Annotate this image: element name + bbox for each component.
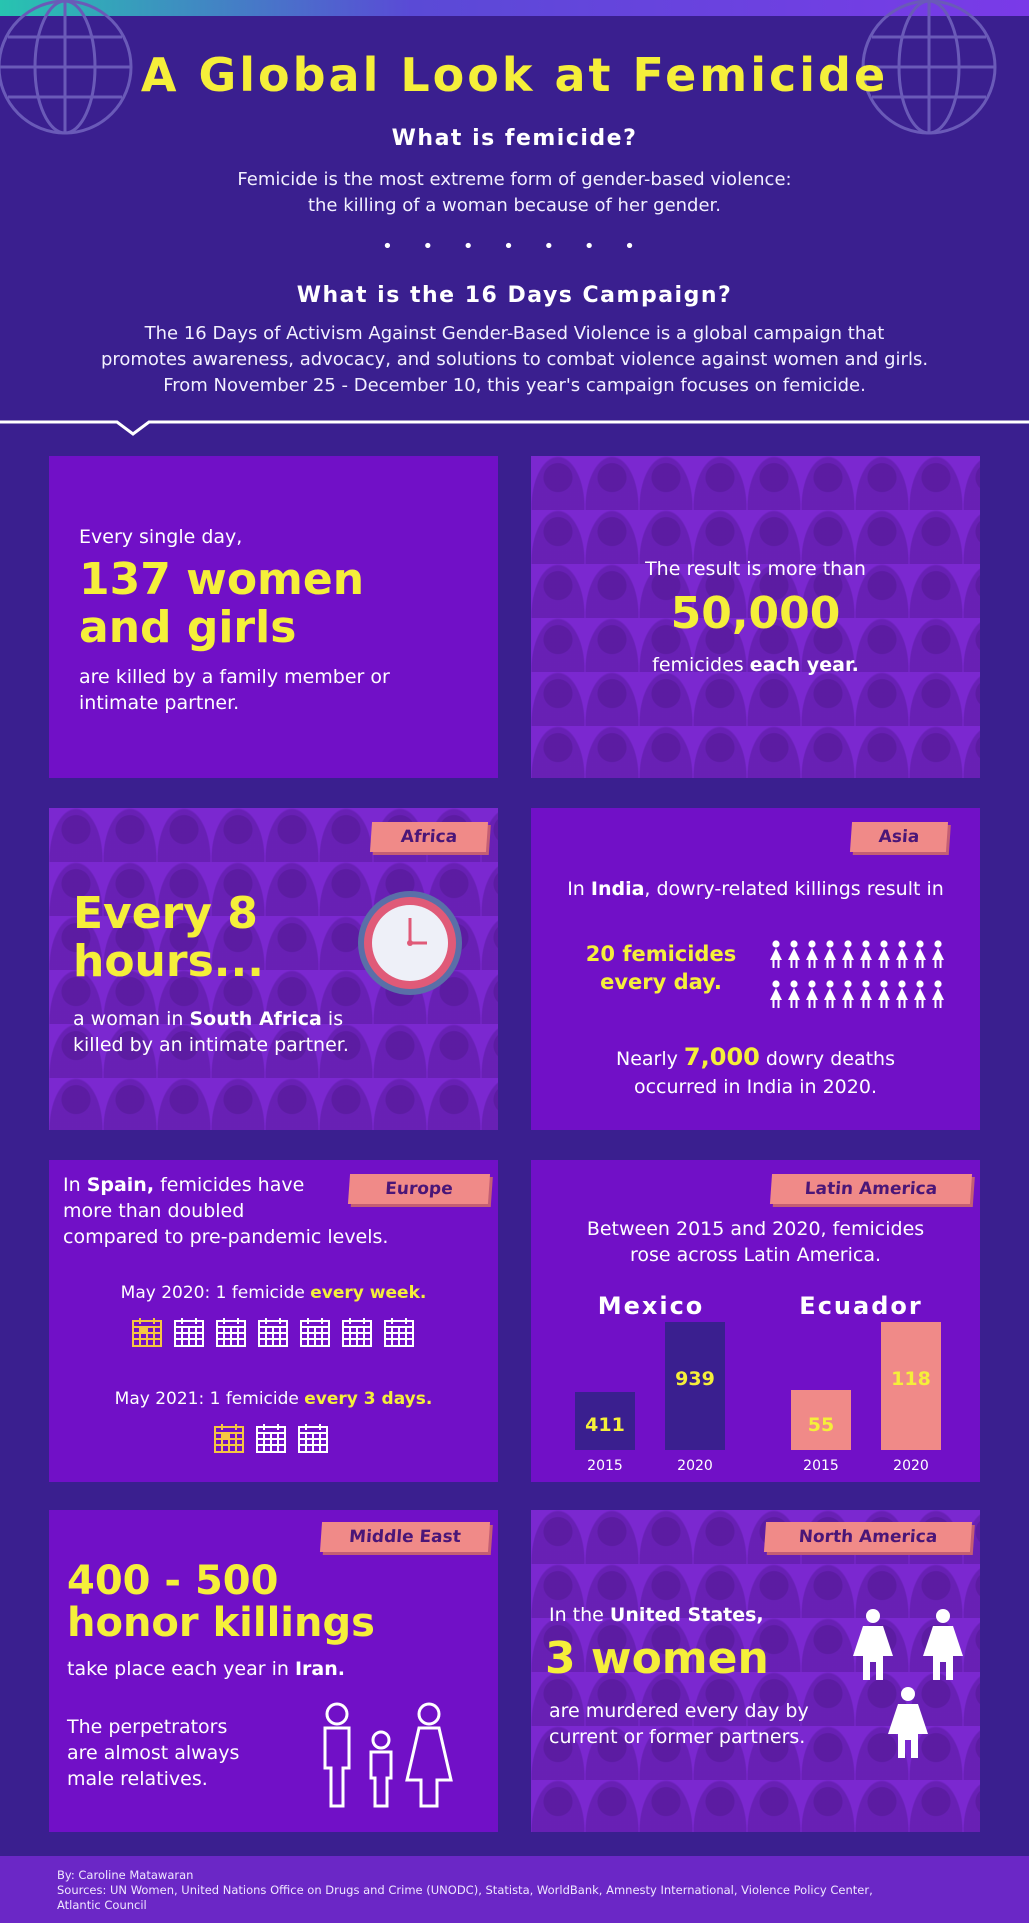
card-middle-east: Middle East 400 - 500 honor killings tak… <box>49 1510 498 1832</box>
latam-intro-line-2: rose across Latin America. <box>629 1244 882 1266</box>
calendar-icon <box>257 1318 299 1352</box>
latam-intro-line-1: Between 2015 and 2020, femicides <box>586 1218 925 1240</box>
chart-bar-ecuador-2020: 118 <box>881 1322 941 1450</box>
sources-line-2: Atlantic Council <box>57 1898 147 1912</box>
calendar-icon <box>131 1318 173 1352</box>
europe-2020-line: May 2020: 1 femicide every week. <box>120 1283 427 1303</box>
chart-bar-mexico-2020: 939 <box>665 1322 725 1450</box>
mideast-text-line: take place each year in Iran. <box>67 1658 345 1680</box>
calendar-icon <box>173 1318 215 1352</box>
chart-value-label: 118 <box>891 1368 931 1390</box>
card-africa: Africa Every 8 hours... a woman in South… <box>49 808 498 1130</box>
footer: By: Caroline Matawaran Sources: UN Women… <box>0 1856 1029 1923</box>
region-tag-africa: Africa <box>369 822 489 852</box>
calendar-row-2020 <box>131 1316 425 1352</box>
chart-x-tick-label: 2020 <box>893 1458 929 1474</box>
card-yearly-femicides: The result is more than 50,000 femicides… <box>531 456 980 778</box>
chart-x-tick-label: 2015 <box>803 1458 839 1474</box>
africa-stat-line-1: Every 8 <box>73 888 258 939</box>
daily-intro: Every single day, <box>79 526 243 548</box>
mideast-perp-line-3: male relatives. <box>67 1768 208 1790</box>
campaign-desc-line-1: The 16 Days of Activism Against Gender-B… <box>144 323 885 344</box>
chart-group-label-ecuador: Ecuador <box>799 1292 923 1320</box>
africa-text-line-1: a woman in South Africa is <box>73 1008 344 1030</box>
sources-line-1: Sources: UN Women, United Nations Office… <box>57 1883 873 1897</box>
chart-x-tick-label: 2015 <box>587 1458 623 1474</box>
question-16-days: What is the 16 Days Campaign? <box>296 283 733 308</box>
question-what-is-femicide: What is femicide? <box>391 126 638 151</box>
europe-intro-line-3: compared to pre-pandemic levels. <box>63 1226 389 1248</box>
clock-icon <box>358 891 462 995</box>
region-tag-asia: Asia <box>849 822 949 852</box>
calendar-icon <box>255 1424 297 1458</box>
region-tag-europe: Europe <box>347 1174 491 1204</box>
asia-dowry-line-1: Nearly 7,000 dowry deaths <box>616 1043 895 1071</box>
calendar-row-2021 <box>213 1422 339 1458</box>
card-north-america: North America In the United States, 3 wo… <box>531 1510 980 1832</box>
europe-intro-line-2: more than doubled <box>63 1200 245 1222</box>
mideast-stat-line-1: 400 - 500 <box>67 1558 279 1604</box>
calendar-icon <box>341 1318 383 1352</box>
chart-x-tick-label: 2020 <box>677 1458 713 1474</box>
chart-value-label: 939 <box>675 1368 715 1390</box>
three-women-icon <box>853 1609 963 1758</box>
africa-text-line-2: killed by an intimate partner. <box>73 1034 349 1056</box>
author-credit: By: Caroline Matawaran <box>57 1868 194 1882</box>
footer-text: By: Caroline Matawaran Sources: UN Women… <box>57 1868 997 1913</box>
yearly-intro: The result is more than <box>645 558 866 580</box>
chart-group-label-mexico: Mexico <box>597 1292 705 1320</box>
mideast-perp-line-1: The perpetrators <box>67 1716 228 1738</box>
card-latin-america: Latin America Between 2015 and 2020, fem… <box>531 1160 980 1482</box>
chart-bar-ecuador-2015: 55 <box>791 1390 851 1450</box>
europe-2021-line: May 2021: 1 femicide every 3 days. <box>114 1389 433 1409</box>
globe-icon <box>0 0 133 135</box>
calendar-icon <box>383 1318 425 1352</box>
mideast-perp-line-2: are almost always <box>67 1742 240 1764</box>
namerica-stat: 3 women <box>545 1633 769 1684</box>
chart-bar-mexico-2015: 411 <box>575 1392 635 1450</box>
africa-stat-line-2: hours... <box>73 936 264 987</box>
family-icon <box>323 1702 453 1808</box>
globe-icon <box>861 0 997 135</box>
page-title: A Global Look at Femicide <box>140 48 889 102</box>
asia-stat-line-1: 20 femicides <box>585 942 737 966</box>
daily-outro-line-2: intimate partner. <box>79 692 240 714</box>
asia-stat-line-2: every day. <box>600 970 722 994</box>
asia-dowry-line-2: occurred in India in 2020. <box>633 1076 877 1098</box>
namerica-intro: In the United States, <box>549 1604 764 1626</box>
namerica-text-line-2: current or former partners. <box>549 1726 806 1748</box>
dots-divider: • • • • • • • <box>382 236 647 257</box>
chart-value-label: 411 <box>585 1414 625 1436</box>
section-divider <box>0 420 1029 436</box>
femicide-definition-line-1: Femicide is the most extreme form of gen… <box>237 169 792 190</box>
calendar-icon <box>297 1424 339 1458</box>
calendar-icon <box>213 1424 255 1458</box>
daily-stat-line-1: 137 women <box>79 554 365 605</box>
faces-pattern-background <box>531 456 980 778</box>
card-daily-killings: Every single day, 137 women and girls ar… <box>49 456 498 778</box>
region-tag-north-america: North America <box>763 1522 973 1552</box>
asia-intro: In India, dowry-related killings result … <box>567 878 944 900</box>
daily-stat-line-2: and girls <box>79 602 297 653</box>
card-asia: Asia In India, dowry-related killings re… <box>531 808 980 1130</box>
yearly-outro: femicides each year. <box>652 654 859 676</box>
women-figures-icon <box>769 939 945 1009</box>
faces-pattern-background <box>531 1510 980 1832</box>
femicide-definition-line-2: the killing of a woman because of her ge… <box>307 195 722 216</box>
campaign-desc-line-3: From November 25 - December 10, this yea… <box>163 375 866 396</box>
campaign-desc-line-2: promotes awareness, advocacy, and soluti… <box>100 349 929 370</box>
top-gradient-bar <box>0 0 1029 16</box>
europe-intro-line-1: In Spain, femicides have <box>63 1174 305 1196</box>
calendar-icon <box>299 1318 341 1352</box>
calendar-icon <box>215 1318 257 1352</box>
daily-outro-line-1: are killed by a family member or <box>79 666 390 688</box>
chart-value-label: 55 <box>807 1413 835 1436</box>
card-europe: Europe In Spain, femicides have more tha… <box>49 1160 498 1482</box>
femicide-bar-chart: 411 2015 939 2020 55 2015 118 2020 <box>531 1160 980 1482</box>
yearly-stat: 50,000 <box>670 588 841 639</box>
region-tag-middle-east: Middle East <box>319 1522 491 1552</box>
namerica-text-line-1: are murdered every day by <box>549 1700 809 1722</box>
mideast-stat-line-2: honor killings <box>67 1600 375 1646</box>
